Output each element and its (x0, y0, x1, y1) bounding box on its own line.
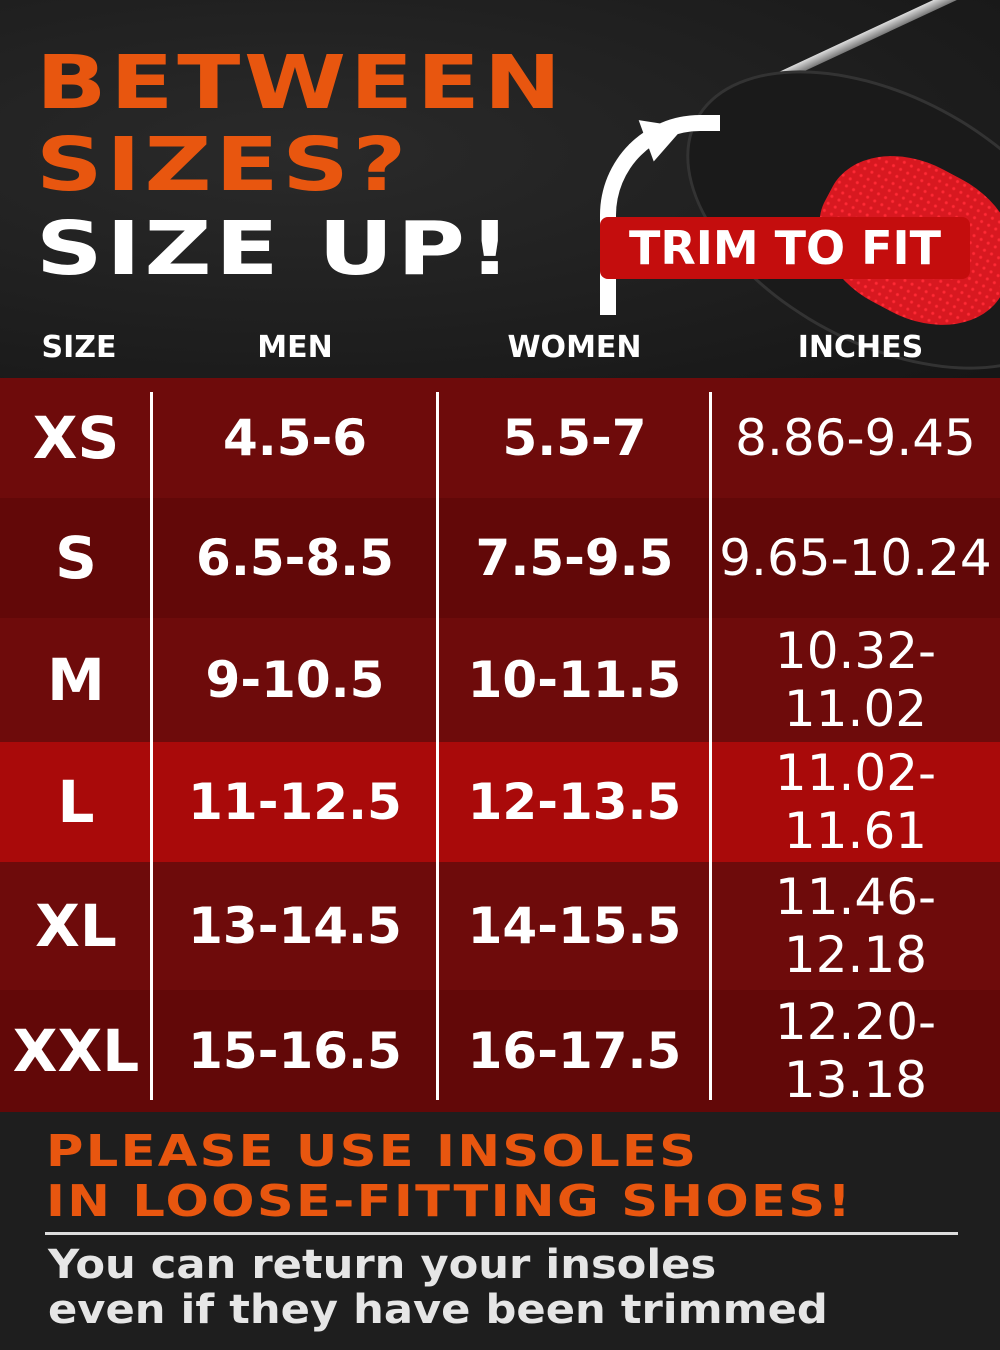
table-row-xl: XL 13-14.5 14-15.5 11.46-12.18 (0, 862, 1000, 990)
cell-inches: 11.02-11.61 (774, 744, 937, 860)
headline-line1: BETWEEN (36, 40, 565, 126)
column-divider (709, 392, 712, 1100)
cell-inches: 11.46-12.18 (774, 868, 937, 984)
cell-women: 7.5-9.5 (475, 529, 674, 587)
returns-line2: even if they have been trimmed (48, 1287, 828, 1333)
cell-men: 6.5-8.5 (196, 529, 394, 587)
cell-women: 5.5-7 (502, 409, 647, 467)
headline-line3: SIZE UP! (36, 206, 515, 292)
table-row-l: L 11-12.5 12-13.5 11.02-11.61 (0, 742, 1000, 862)
table-row-xs: XS 4.5-6 5.5-7 8.86-9.45 (0, 378, 1000, 498)
notice-line1: PLEASE USE INSOLES (46, 1126, 699, 1177)
cell-men: 9-10.5 (205, 651, 385, 709)
column-header-men: MEN (257, 330, 333, 365)
cell-size: XS (32, 404, 120, 472)
header-area: BETWEEN SIZES? SIZE UP! TRIM TO FIT SIZE… (0, 0, 1000, 432)
cell-men: 13-14.5 (188, 897, 402, 955)
column-divider (150, 392, 153, 1100)
size-table: XXL 15-16.5 16-17.5 12.20-13.18 XL 13-14.5 14-… (0, 378, 1000, 1112)
cell-men: 11-12.5 (188, 773, 402, 831)
cell-men: 4.5-6 (222, 409, 368, 467)
notice-line2: IN LOOSE-FITTING SHOES! (46, 1176, 853, 1227)
cell-size: M (47, 646, 105, 714)
table-row-m: M 9-10.5 10-11.5 10.32-11.02 (0, 618, 1000, 742)
cell-women: 10-11.5 (467, 651, 682, 709)
divider (45, 1232, 958, 1235)
cell-women: 12-13.5 (467, 773, 682, 831)
cell-inches: 8.86-9.45 (735, 409, 976, 467)
column-header-size: SIZE (41, 330, 117, 365)
trim-to-fit-badge: TRIM TO FIT (600, 217, 970, 279)
table-row-xxl: XXL 15-16.5 16-17.5 12.20-13.18 (0, 990, 1000, 1112)
cell-size: XL (35, 892, 117, 960)
column-divider (436, 392, 439, 1100)
cell-women: 16-17.5 (467, 1022, 682, 1080)
cell-size: S (55, 524, 97, 592)
cell-women: 14-15.5 (467, 897, 682, 955)
cell-inches: 9.65-10.24 (719, 529, 992, 587)
headline-line2: SIZES? (36, 122, 411, 208)
column-header-inches: INCHES (797, 330, 924, 365)
cell-size: XXL (12, 1017, 140, 1085)
cell-inches: 10.32-11.02 (774, 622, 937, 738)
cell-men: 15-16.5 (188, 1022, 402, 1080)
cell-inches: 12.20-13.18 (774, 993, 937, 1109)
column-header-women: WOMEN (507, 330, 642, 365)
footer-area (0, 1112, 1000, 1350)
cell-size: L (57, 768, 95, 836)
returns-line1: You can return your insoles (48, 1242, 717, 1288)
table-row-s: S 6.5-8.5 7.5-9.5 9.65-10.24 (0, 498, 1000, 618)
